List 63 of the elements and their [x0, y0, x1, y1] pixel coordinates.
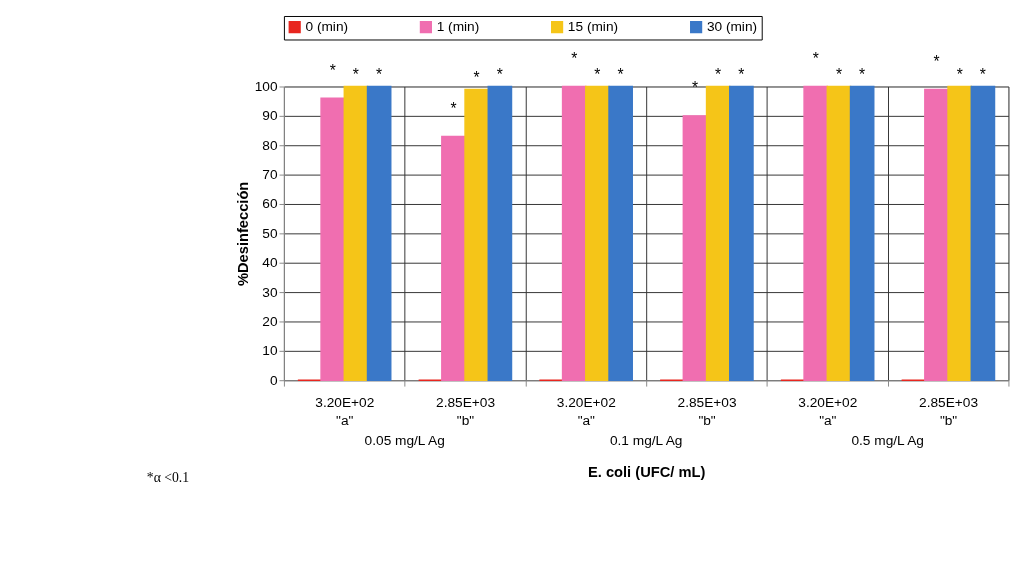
data-label: *: [956, 65, 963, 83]
y-tick-label: 40: [262, 255, 278, 271]
x-tick-label: 3.20E+02 "a": [315, 395, 375, 428]
y-tick-label: 10: [262, 343, 278, 359]
y-tick-label: 30: [262, 284, 278, 300]
bar: [682, 115, 708, 381]
bar: [441, 135, 466, 381]
data-label: *: [329, 61, 336, 79]
bar: [826, 85, 852, 381]
x-tick-label: 3.20E+02 "a": [556, 395, 616, 428]
data-label: *: [496, 65, 503, 83]
data-label: *: [691, 79, 698, 97]
data-label: *: [473, 68, 480, 86]
text: 0.5 mg/L Ag: [851, 432, 924, 448]
text: *α <0.1: [146, 470, 190, 486]
y-tick-label: 90: [262, 108, 278, 124]
legend-label: 15 (min): [567, 18, 619, 34]
data-label: *: [594, 65, 601, 83]
bar: [343, 85, 369, 381]
y-axis-title: %Desinfección: [234, 181, 251, 287]
data-label: *: [376, 65, 383, 83]
y-tick-label: 20: [262, 313, 278, 329]
bar: [320, 97, 346, 381]
x-tick-label: 2.85E+03 "b": [436, 395, 496, 428]
data-label: *: [352, 65, 359, 83]
bar: [924, 88, 949, 381]
data-label: *: [715, 65, 722, 83]
legend-label: 30 (min): [706, 18, 758, 34]
x-tick-label: 2.85E+03 "b": [919, 395, 979, 428]
data-label: *: [571, 49, 578, 67]
x-tick-label: 2.85E+03 "b": [677, 395, 737, 428]
data-label: *: [738, 65, 745, 83]
legend-label: 0 (min): [305, 18, 349, 34]
y-tick-label: 50: [262, 225, 278, 241]
bar: [464, 88, 490, 381]
bar: [487, 85, 513, 381]
legend-label: 1 (min): [436, 18, 480, 34]
data-label: *: [859, 65, 866, 83]
data-label: *: [933, 52, 940, 70]
text: 0.05 mg/L Ag: [364, 432, 445, 448]
data-label: *: [835, 65, 842, 83]
bar: [705, 85, 731, 381]
data-label: *: [450, 99, 457, 117]
y-tick-label: 0: [269, 372, 278, 388]
y-tick-label: 80: [262, 137, 278, 153]
data-label: *: [979, 65, 986, 83]
bar: [585, 85, 610, 381]
y-tick-label: 60: [262, 196, 278, 212]
data-label: *: [812, 49, 819, 67]
x-tick-label: 3.20E+02 "a": [798, 395, 858, 428]
bar: [366, 85, 392, 381]
y-tick-label: 100: [254, 78, 278, 94]
bar: [849, 85, 875, 381]
bar: [970, 85, 996, 381]
bar: [803, 85, 829, 381]
bar: [608, 85, 633, 381]
bar: [729, 85, 754, 381]
text: 0.1 mg/L Ag: [609, 432, 683, 448]
x-axis-title: E. coli (UFC/ mL): [587, 463, 706, 480]
bar: [561, 85, 587, 381]
y-tick-label: 70: [262, 167, 278, 183]
data-label: *: [617, 65, 624, 83]
bar: [947, 85, 973, 381]
